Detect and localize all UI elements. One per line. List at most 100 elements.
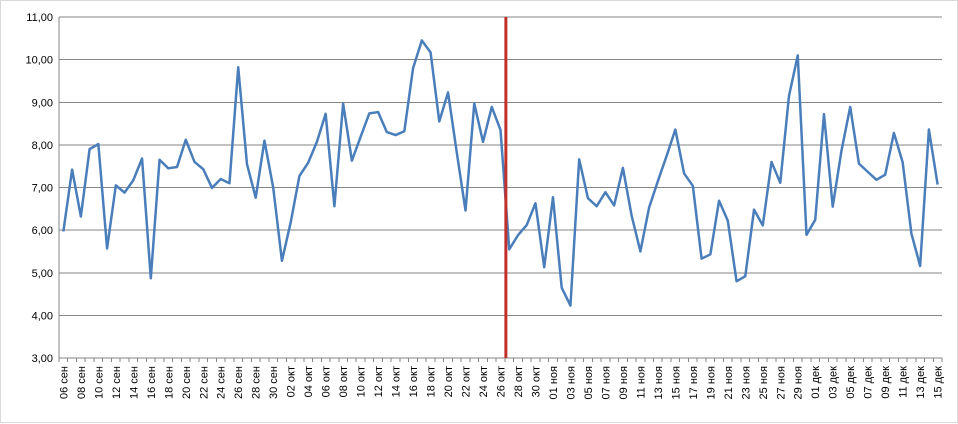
- data-point: [709, 253, 711, 255]
- y-tick-label: 7,00: [32, 183, 53, 195]
- x-tick-label: 16 сен: [146, 366, 158, 399]
- data-point: [141, 157, 143, 159]
- data-point: [97, 143, 99, 145]
- data-point: [368, 112, 370, 114]
- data-point: [797, 54, 799, 56]
- gridlines: [59, 16, 942, 316]
- data-point: [281, 260, 283, 262]
- x-tick-label: 08 окт: [338, 366, 350, 397]
- data-point: [762, 224, 764, 226]
- data-point: [683, 172, 685, 174]
- x-tick-label: 26 окт: [496, 366, 508, 397]
- data-point: [578, 158, 580, 160]
- data-point: [630, 214, 632, 216]
- data-point: [289, 221, 291, 223]
- x-tick-label: 10 окт: [356, 366, 368, 397]
- data-point: [552, 196, 554, 198]
- x-tick-label: 15 ноя: [670, 366, 682, 399]
- data-point: [569, 304, 571, 306]
- axes: [58, 17, 943, 362]
- x-tick-label: 08 сен: [76, 366, 88, 399]
- data-point: [220, 178, 222, 180]
- y-tick-label: 8,00: [32, 140, 53, 152]
- data-point: [298, 175, 300, 177]
- data-point: [534, 202, 536, 204]
- x-tick-label: 04 окт: [303, 366, 315, 397]
- x-tick-label: 09 дек: [880, 366, 892, 399]
- x-tick-label: 16 окт: [408, 366, 420, 397]
- data-point: [919, 265, 921, 267]
- data-point: [167, 167, 169, 169]
- data-point: [805, 234, 807, 236]
- x-tick-label: 20 окт: [443, 366, 455, 397]
- x-tick-label: 01 ноя: [548, 366, 560, 399]
- data-point: [359, 136, 361, 138]
- data-point: [473, 102, 475, 104]
- data-point: [272, 186, 274, 188]
- y-tick-label: 9,00: [32, 97, 53, 109]
- data-point: [770, 161, 772, 163]
- x-tick-label: 07 ноя: [600, 366, 612, 399]
- data-point: [595, 205, 597, 207]
- y-tick-labels: 3,00 4,00 5,00 6,00 7,00 8,00 9,00 10,00 11,00: [25, 12, 53, 365]
- data-point: [560, 286, 562, 288]
- x-tick-label: 20 сен: [181, 366, 193, 399]
- data-point: [866, 171, 868, 173]
- x-tick-label: 14 сен: [128, 366, 140, 399]
- x-tick-label: 30 окт: [530, 366, 542, 397]
- data-point: [115, 184, 117, 186]
- data-point: [491, 106, 493, 108]
- data-point: [674, 128, 676, 130]
- data-point: [648, 206, 650, 208]
- data-point: [517, 234, 519, 236]
- x-tick-label: 07 дек: [863, 366, 875, 399]
- data-point: [936, 183, 938, 185]
- data-point: [456, 151, 458, 153]
- data-point: [307, 162, 309, 164]
- data-point: [814, 219, 816, 221]
- data-point: [80, 215, 82, 217]
- x-tick-label: 11 дек: [898, 366, 910, 398]
- data-point: [351, 159, 353, 161]
- x-tick-label: 24 сен: [216, 366, 228, 399]
- x-tick-label: 27 ноя: [775, 366, 787, 399]
- x-tick-label: 14 окт: [391, 366, 403, 397]
- data-point: [255, 197, 257, 199]
- x-tick-label: 23 ноя: [740, 366, 752, 399]
- data-point: [176, 166, 178, 168]
- data-point: [718, 200, 720, 202]
- x-tick-labels: 06 сен 08 сен 10 сен 12 сен 14 сен 16 сен 18 с…: [58, 366, 944, 400]
- data-point: [377, 111, 379, 113]
- data-point: [342, 102, 344, 104]
- x-tick-label: 13 дек: [915, 366, 927, 399]
- data-point: [832, 205, 834, 207]
- data-point: [613, 204, 615, 206]
- data-point: [429, 51, 431, 53]
- data-point: [185, 139, 187, 141]
- y-tick-label: 11,00: [26, 12, 53, 24]
- x-tick-label: 12 окт: [373, 366, 385, 397]
- x-tick-label: 03 дек: [828, 366, 840, 399]
- x-tick-label: 15 дек: [933, 366, 945, 399]
- data-point: [753, 208, 755, 210]
- x-tick-label: 12 сен: [111, 366, 123, 399]
- data-point: [823, 113, 825, 115]
- data-point: [202, 168, 204, 170]
- data-point: [587, 197, 589, 199]
- x-tick-label: 11 ноя: [635, 366, 647, 399]
- data-point: [438, 120, 440, 122]
- data-point: [910, 232, 912, 234]
- data-point: [71, 168, 73, 170]
- data-point: [106, 247, 108, 249]
- x-tick-label: 28 сен: [251, 366, 263, 399]
- data-point: [62, 230, 64, 232]
- data-point: [735, 280, 737, 282]
- data-point: [727, 220, 729, 222]
- x-tick-label: 22 сен: [198, 366, 210, 399]
- x-tick-label: 01 дек: [810, 366, 822, 399]
- x-tick-label: 17 ноя: [688, 366, 700, 399]
- data-point: [788, 95, 790, 97]
- data-point: [744, 275, 746, 277]
